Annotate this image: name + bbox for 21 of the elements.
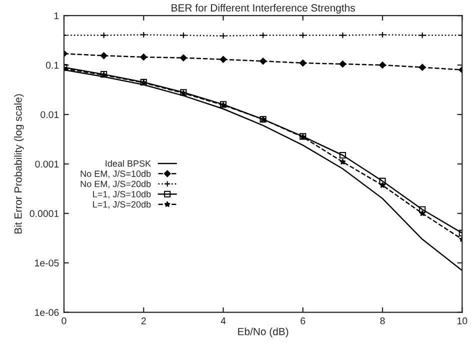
y-tick-label: 0.1 — [46, 62, 59, 69]
x-tick-label: 8 — [380, 317, 385, 324]
y-tick-label: 1e-05 — [35, 260, 59, 266]
y-tick-label: 1 — [54, 12, 59, 20]
legend-label: L=1, J/S=10db — [93, 190, 151, 198]
x-tick-label: 4 — [220, 318, 226, 324]
x-tick-label: 6 — [300, 317, 306, 324]
y-tick-label: 0.001 — [35, 160, 59, 168]
legend-label: Ideal BPSK — [106, 160, 151, 167]
y-tick-label: 0.0001 — [30, 210, 59, 218]
legend-label: L=1, J/S=20db — [93, 200, 151, 209]
x-tick-label: 0 — [62, 317, 66, 324]
legend-label: No EM, J/S=20db — [80, 180, 151, 188]
y-tick-label: 1e-06 — [35, 309, 59, 316]
x-tick-label: 10 — [457, 317, 468, 324]
y-tick-label: 0.01 — [40, 111, 59, 118]
legend-label: No EM, J/S=10db — [80, 170, 151, 178]
x-tick-label: 2 — [141, 317, 146, 324]
x-axis-title: Eb/No (dB) — [238, 328, 288, 338]
y-axis-title: Bit Error Probability (log scale) — [14, 94, 24, 234]
chart-title: BER for Different Interference Strengths — [172, 4, 355, 14]
